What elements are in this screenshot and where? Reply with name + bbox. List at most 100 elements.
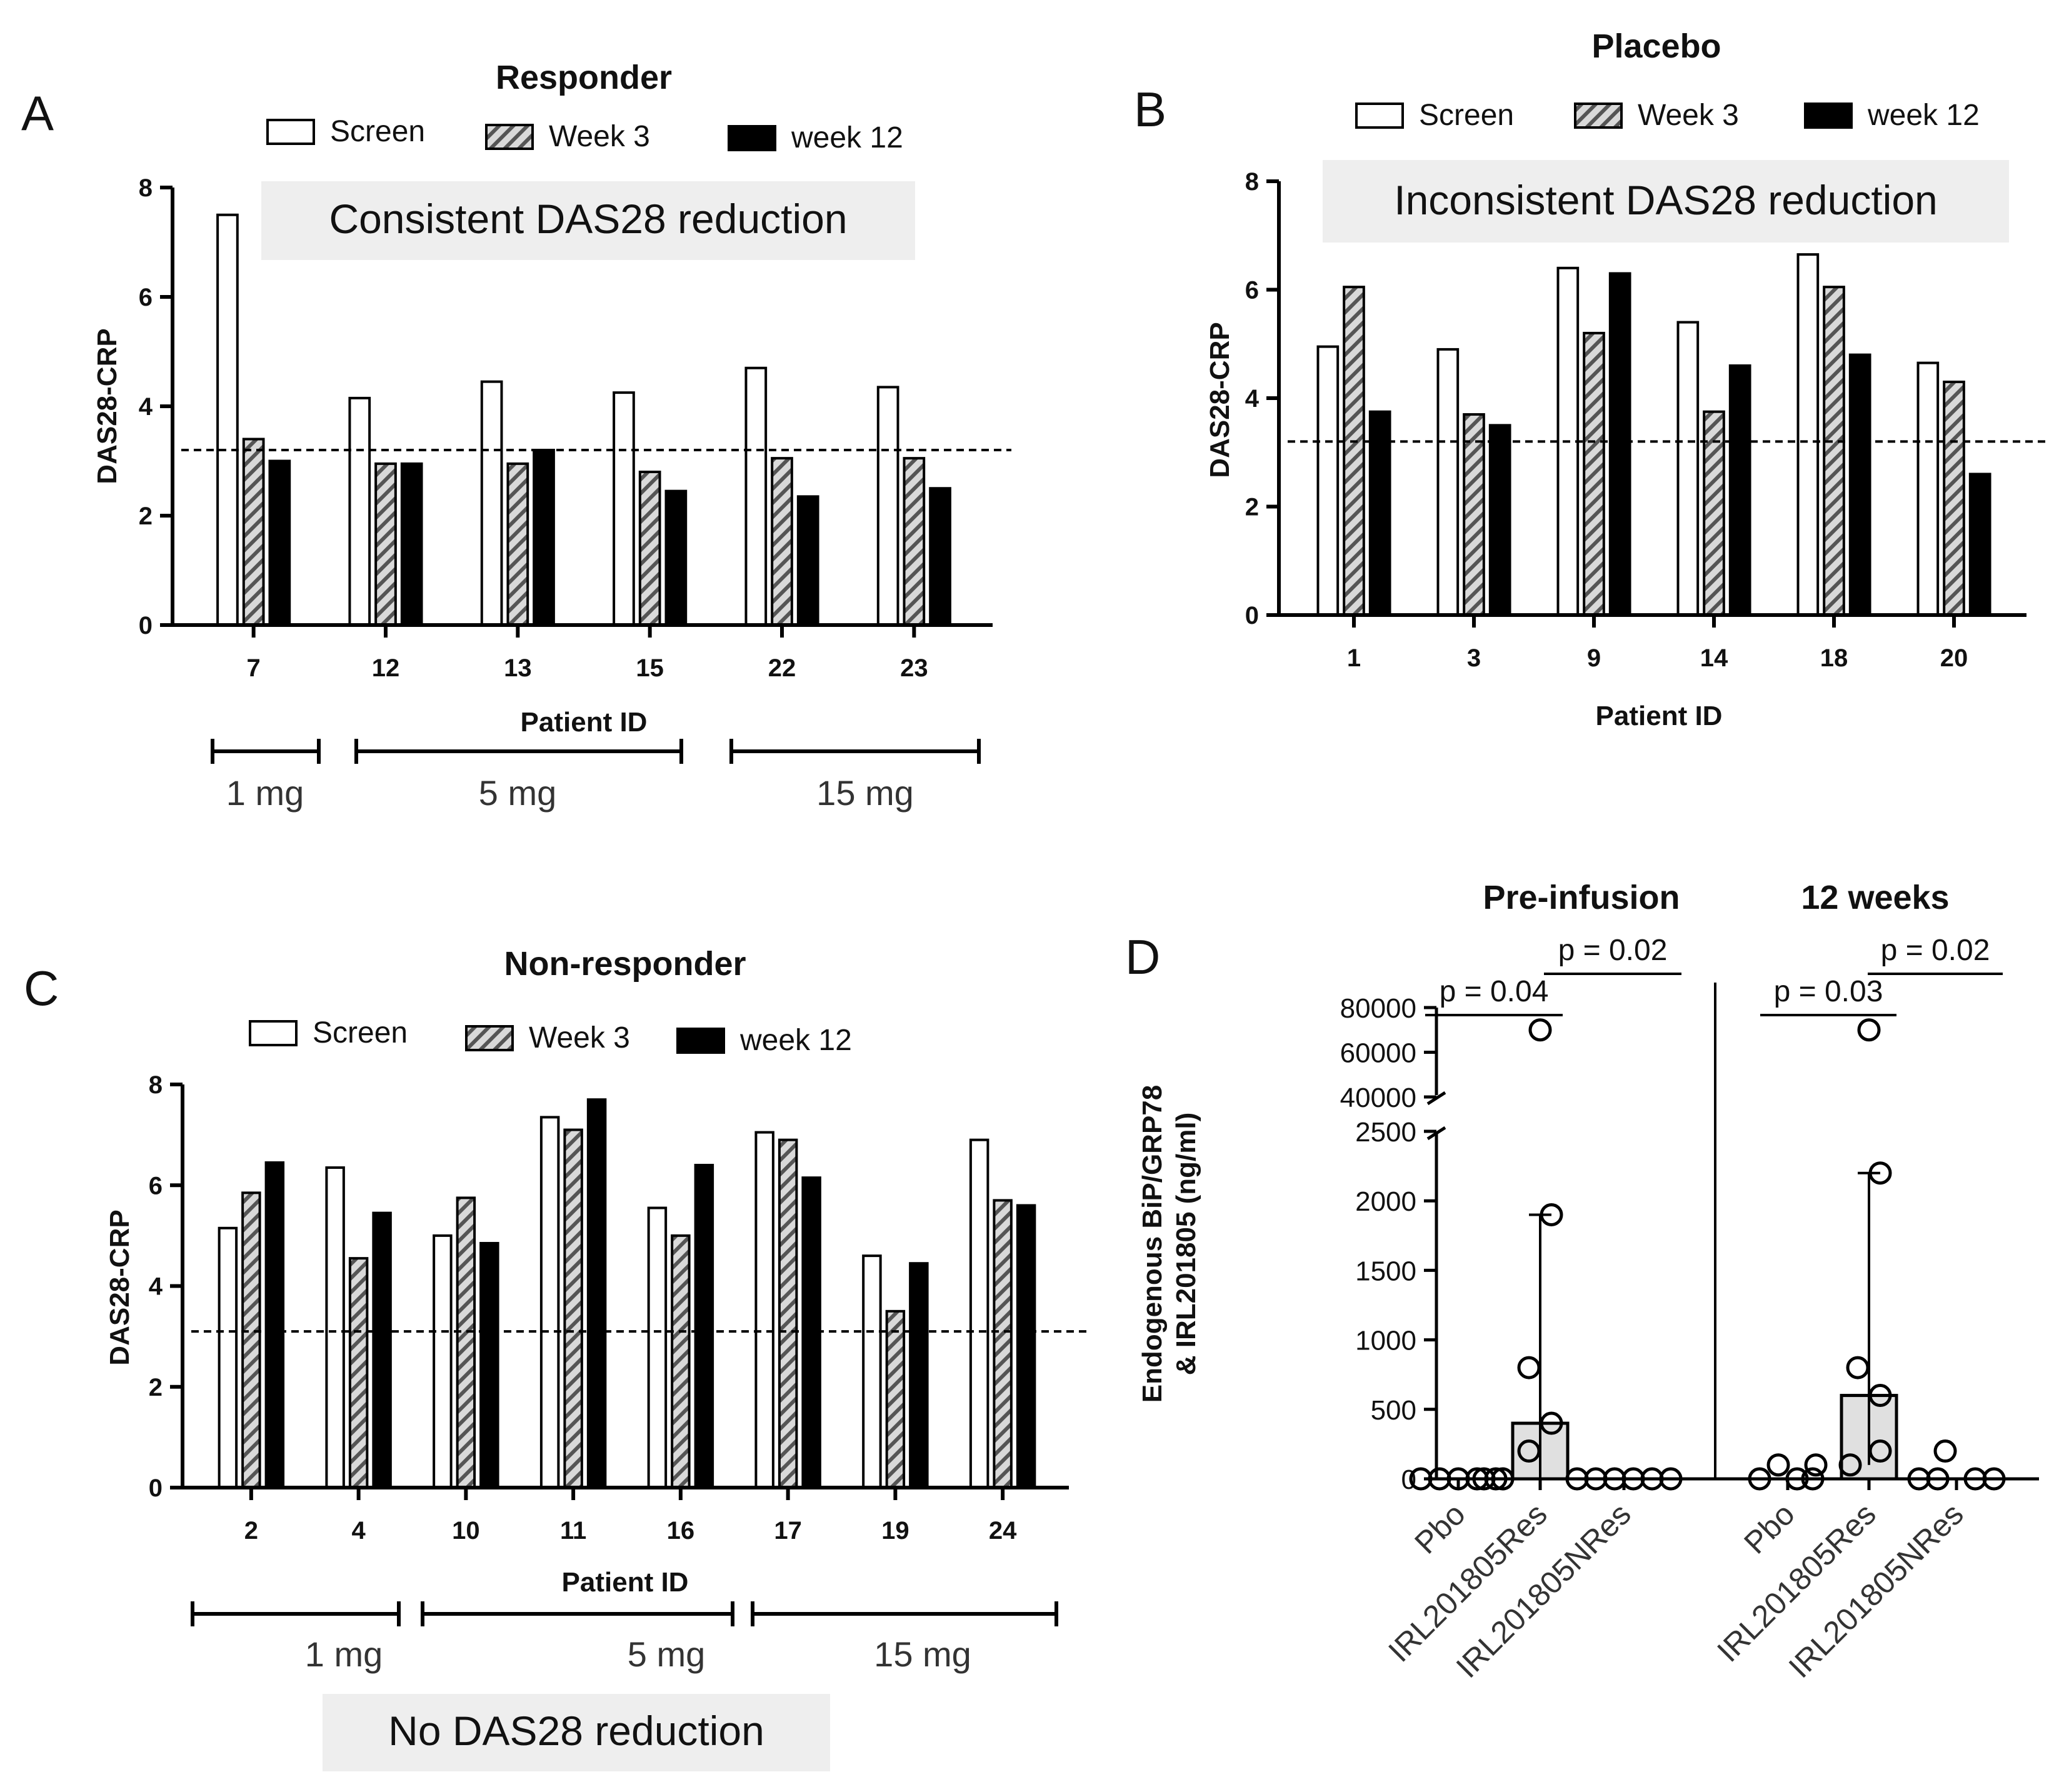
legend-swatch-screen (249, 1020, 298, 1046)
legend-label-week3: Week 3 (529, 1021, 630, 1054)
y-tick-label: 2 (139, 503, 153, 530)
bar-week12-patient-20 (1968, 473, 1991, 617)
p-value-label: p = 0.02 (1881, 934, 1990, 967)
bar-screen-patient-19 (862, 1254, 882, 1489)
bar-week3-patient-13 (506, 462, 529, 626)
dose-label: 5 mg (628, 1634, 706, 1674)
y-tick-label: 8 (1245, 168, 1259, 196)
data-point (1484, 1467, 1508, 1491)
panel-letter: C (24, 961, 59, 1016)
x-tick-label: 16 (667, 1517, 695, 1544)
bar-week12-patient-15 (664, 489, 688, 626)
legend-label-screen: Screen (1419, 99, 1514, 132)
y-axis-label: DAS28-CRP (92, 328, 123, 484)
y-axis-label-line1: Endogenous BiP/GRP78 (1137, 1085, 1168, 1403)
y-tick-label: 2 (1245, 494, 1259, 521)
x-tick-label: 2 (244, 1517, 258, 1544)
bar-screen-patient-2 (218, 1226, 238, 1489)
bar-screen-patient-15 (613, 391, 635, 626)
bar-week3-patient-20 (1943, 380, 1965, 616)
y-tick-label: 0 (149, 1474, 163, 1502)
data-point (1528, 1018, 1552, 1042)
bar-week12-patient-17 (801, 1176, 821, 1489)
group-title: Pre-infusion (1483, 879, 1680, 916)
data-point (1540, 1411, 1563, 1435)
chart-title: Non-responder (504, 945, 746, 983)
y-tick-label: 0 (139, 612, 153, 639)
data-point (1804, 1453, 1828, 1477)
legend-swatch-week12 (728, 125, 776, 151)
panel-b: B Placebo Screen Week 3 week 12 Inconsistent … (1134, 28, 2045, 731)
x-tick-label: 1 (1347, 644, 1361, 672)
dose-label: 15 mg (816, 773, 914, 813)
legend-label-week3: Week 3 (1638, 99, 1739, 132)
group-title: 12 weeks (1801, 879, 1949, 916)
legend-swatch-week3 (485, 124, 534, 150)
data-point (1868, 1384, 1892, 1408)
y-tick-label: 2000 (1355, 1186, 1416, 1217)
data-point (1982, 1467, 2006, 1491)
y-tick-label: 2 (149, 1374, 163, 1401)
bar-week12-patient-4 (372, 1211, 392, 1489)
bar-screen-patient-18 (1796, 253, 1820, 616)
bar-week3-patient-14 (1703, 410, 1725, 616)
panel-letter: B (1134, 82, 1166, 137)
panel-letter: A (21, 86, 54, 141)
bar-screen-patient-23 (876, 386, 899, 626)
data-point (1933, 1439, 1957, 1463)
data-point (1540, 1203, 1563, 1226)
data-point (1517, 1356, 1541, 1379)
bar-week3-patient-1 (1343, 286, 1365, 617)
bar-week3-patient-9 (1583, 331, 1605, 617)
data-point (1517, 1439, 1541, 1463)
bar-screen-patient-17 (754, 1131, 774, 1489)
bar-screen-patient-22 (744, 366, 768, 626)
y-tick-label: 1500 (1355, 1256, 1416, 1286)
x-axis-label: Patient ID (562, 1567, 689, 1598)
data-point (1868, 1439, 1892, 1463)
legend-label-week12: week 12 (791, 121, 903, 154)
bar-week12-patient-24 (1016, 1204, 1036, 1489)
y-tick-label: 0 (1245, 602, 1259, 629)
x-tick-label: 18 (1820, 644, 1848, 672)
bar-week12-patient-13 (533, 449, 555, 626)
data-point (1838, 1453, 1862, 1477)
bar-week12-patient-23 (929, 487, 951, 626)
legend-label-week12: week 12 (1867, 99, 1980, 132)
data-point (1659, 1467, 1683, 1491)
x-tick-label: 11 (560, 1517, 586, 1544)
data-point (1926, 1467, 1950, 1491)
bar-week3-patient-16 (671, 1234, 691, 1489)
bar-week3-patient-4 (348, 1257, 369, 1489)
bar-week3-patient-2 (241, 1191, 261, 1489)
bar-week12-patient-9 (1608, 272, 1631, 617)
x-tick-label: 10 (452, 1517, 480, 1544)
x-tick-label: 23 (900, 654, 928, 682)
p-value-label: p = 0.03 (1774, 975, 1883, 1008)
panel-letter: D (1125, 929, 1160, 984)
y-tick-label: 0 (1401, 1464, 1416, 1495)
x-tick-label: 14 (1700, 644, 1728, 672)
axis-break-mark (1426, 1126, 1446, 1141)
bar-screen-patient-3 (1436, 348, 1460, 616)
dose-label: 1 mg (226, 773, 304, 813)
y-tick-label: 2500 (1355, 1117, 1416, 1148)
legend-swatch-week12 (1804, 103, 1853, 129)
legend-swatch-screen (266, 119, 315, 145)
bar-week3-patient-12 (374, 462, 397, 626)
y-tick-label: 40000 (1340, 1083, 1416, 1113)
bar-week3-patient-3 (1463, 413, 1485, 617)
legend-swatch-week3 (465, 1025, 514, 1051)
panel-a: A Responder Screen Week 3 week 12 Consistent … (21, 59, 1011, 813)
annotation-box (323, 1694, 830, 1771)
bar-screen-patient-14 (1676, 321, 1700, 616)
chart-title: Responder (496, 59, 672, 96)
bar-week12-patient-2 (264, 1161, 285, 1489)
y-axis-label: DAS28-CRP (104, 1209, 135, 1365)
bar-week3-patient-18 (1823, 286, 1845, 617)
panel-d: D 0 500 1000 1500 2000 2500 40000 60000 80000 Endo… (1125, 879, 2039, 1684)
y-tick-label: 4 (139, 393, 153, 421)
legend-label-week3: Week 3 (549, 120, 650, 153)
x-category-label: Pbo (1737, 1496, 1801, 1561)
